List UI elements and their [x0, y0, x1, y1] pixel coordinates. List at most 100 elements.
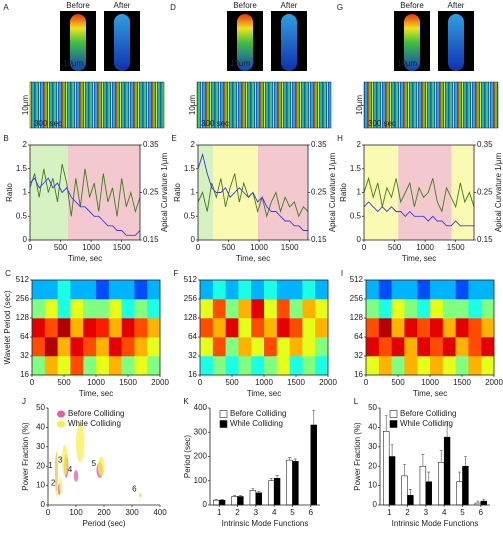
y-tick-label: 32: [354, 351, 363, 360]
heat-cell: [378, 299, 392, 319]
x-tick-label: 1000: [250, 243, 268, 252]
heat-cell: [238, 280, 252, 300]
heat-cell: [430, 318, 444, 338]
x-tick-label: 2000: [485, 378, 503, 387]
heat-cell: [481, 336, 495, 357]
x-tick-label: 1000: [82, 243, 100, 252]
scale-label: 10µm: [230, 59, 251, 68]
heat-cell: [264, 318, 278, 338]
y2-tick-label: 0.35: [311, 140, 327, 149]
x-tick-label: 2: [235, 508, 240, 517]
error-ellipse: [97, 456, 105, 476]
heat-cell: [83, 280, 97, 300]
y2-tick-label: 0.35: [143, 140, 159, 149]
y2-tick-label: 0.15: [311, 235, 327, 244]
heat-cell: [44, 336, 58, 357]
legend-swatch: [219, 420, 228, 428]
bar: [213, 499, 220, 506]
x-tick-label: 1500: [287, 378, 305, 387]
panel-letter: G: [337, 3, 343, 12]
heat-cell: [481, 299, 495, 319]
bar: [407, 495, 414, 506]
y2-tick-label: 0.15: [477, 235, 493, 244]
heat-cell: [366, 356, 380, 376]
y-tick-label: 1.5: [184, 164, 196, 173]
y-tick-label: 0: [191, 235, 196, 244]
heat-cell: [32, 318, 46, 338]
heat-cell: [96, 280, 110, 300]
y-tick-label: 128: [16, 313, 30, 322]
heat-cell: [468, 356, 482, 376]
error-bar: [421, 454, 425, 467]
heat-cell: [108, 318, 122, 338]
heat-cell: [391, 336, 405, 357]
before-label: Before: [400, 1, 424, 10]
panel-letter: H: [337, 134, 343, 143]
x-tick-label: 500: [54, 243, 68, 252]
y-tick-label: 512: [184, 275, 198, 284]
heat-cell: [264, 280, 278, 300]
x-tick-label: 1000: [421, 378, 439, 387]
heat-cell: [57, 280, 71, 300]
error-bar: [463, 456, 467, 467]
y-tick-label: 512: [350, 275, 364, 284]
point-label: 1: [48, 461, 53, 470]
y-tick-label: 32: [20, 351, 29, 360]
after-label: After: [281, 1, 298, 10]
x-tick-label: 500: [57, 378, 71, 387]
error-bar: [233, 495, 237, 497]
x-tick-label: 5: [460, 508, 465, 517]
x-tick-label: 2000: [319, 378, 337, 387]
y-tick-label: 16: [20, 370, 29, 379]
heat-cell: [251, 299, 265, 319]
x-tick-label: 200: [97, 508, 111, 517]
heat-cell: [417, 280, 431, 300]
heat-cell: [238, 318, 252, 338]
error-bar: [312, 410, 316, 425]
x-tick-label: 0: [30, 378, 35, 387]
legend-label: While Colliding: [230, 419, 283, 428]
x-tick-label: 500: [388, 243, 402, 252]
region: [257, 145, 308, 240]
y-tick-label: 0.5: [16, 211, 28, 220]
heat-cell: [32, 336, 46, 357]
y-tick-label: 30: [36, 442, 45, 451]
panel-letter: B: [3, 134, 8, 143]
region: [67, 145, 140, 240]
heat-cell: [391, 280, 405, 300]
x-tick-label: 6: [479, 508, 484, 517]
heat-cell: [70, 299, 84, 319]
y-tick-label: 256: [16, 294, 30, 303]
heat-cell: [147, 299, 161, 319]
x-tick-label: 1500: [281, 243, 299, 252]
y-tick-label: 40: [368, 423, 377, 432]
x-tick-label: 0: [364, 378, 369, 387]
heat-cell: [378, 280, 392, 300]
error-bar: [427, 471, 431, 482]
y-tick-label: 50: [368, 403, 377, 412]
y-tick-label: 200: [194, 452, 208, 461]
heat-cell: [134, 336, 148, 357]
panel-letter: I: [341, 269, 343, 278]
y-axis-label: Wavelet Period (sec): [3, 290, 12, 364]
error-bar: [275, 475, 279, 479]
heat-cell: [442, 280, 456, 300]
heat-cell: [83, 318, 97, 338]
cell-after: [114, 14, 130, 71]
kymo-scale-label: 10µm: [21, 95, 30, 116]
y-axis-label: Ratio: [173, 183, 182, 202]
region: [30, 145, 68, 240]
legend-label: Before Colliding: [68, 409, 124, 418]
bar: [218, 499, 226, 506]
heat-cell: [212, 336, 226, 357]
heat-cell: [378, 336, 392, 357]
heat-cell: [70, 356, 84, 376]
heat-cell: [468, 280, 482, 300]
y2-tick-label: 0.35: [477, 140, 493, 149]
x-tick-label: 5: [290, 508, 295, 517]
heat-cell: [264, 336, 278, 357]
heat-cell: [378, 318, 392, 338]
heat-cell: [96, 299, 110, 319]
heat-cell: [96, 356, 110, 376]
